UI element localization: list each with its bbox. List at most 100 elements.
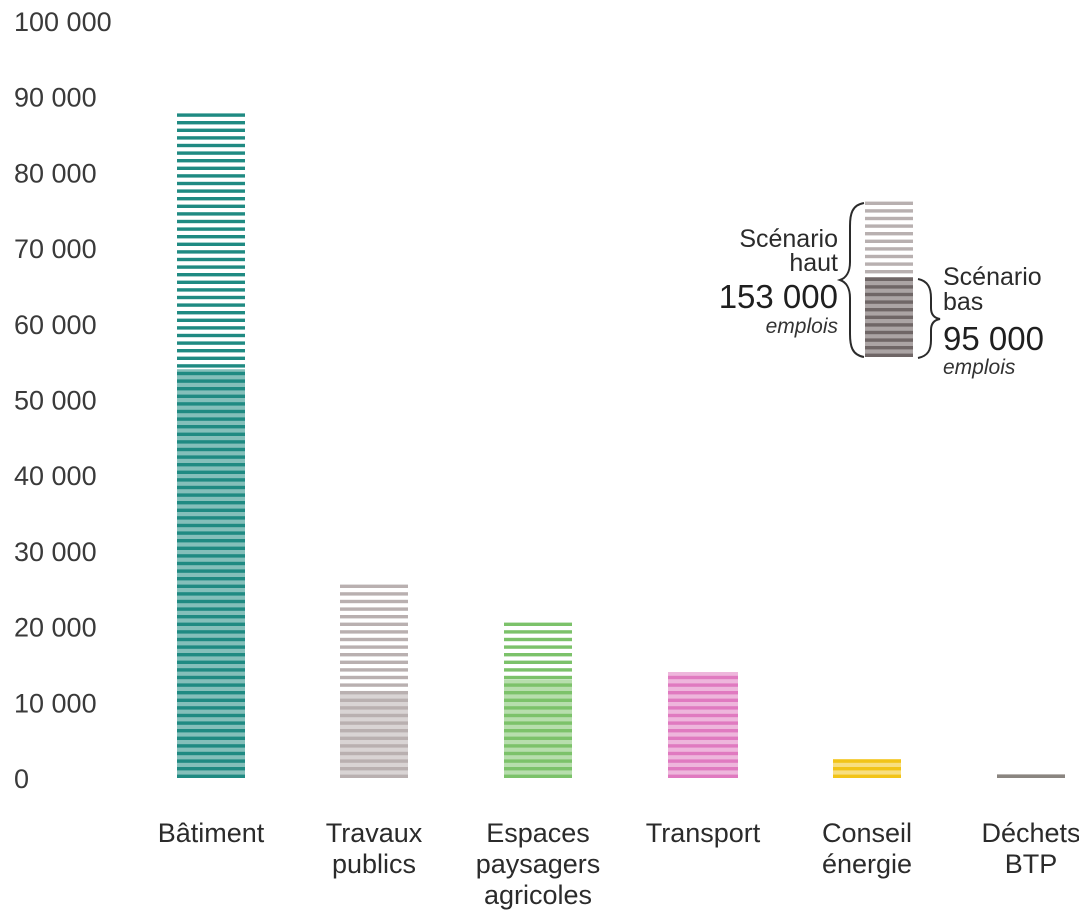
bar-stripe: [177, 531, 245, 535]
legend-swatch-stripe: [865, 330, 913, 335]
bar-stripe: [504, 759, 572, 763]
bar-stripe: [340, 729, 408, 733]
bar-stripe: [177, 151, 245, 155]
legend-swatch-stripe: [865, 254, 913, 259]
bar-stripe: [177, 394, 245, 398]
bar-stripe: [177, 265, 245, 269]
bar-stripe: [504, 706, 572, 710]
bar-stripe: [668, 736, 738, 740]
y-tick-label: 40 000: [14, 461, 97, 491]
bar-stripe: [177, 577, 245, 581]
bar-stripe: [340, 736, 408, 740]
bar-stripe: [997, 774, 1065, 778]
bar-stripe: [177, 493, 245, 497]
bar-stripe: [177, 683, 245, 687]
bar-stripe: [504, 767, 572, 771]
bar-low-scenario: [177, 369, 245, 778]
bar-stripe: [668, 729, 738, 733]
bar-stripe: [340, 637, 408, 642]
bar-stripe: [668, 774, 738, 778]
bar-stripe: [504, 645, 572, 649]
x-category-label: Travaux: [326, 818, 423, 848]
bar-stripe: [177, 706, 245, 710]
bar-stripe: [177, 311, 245, 315]
legend-swatch-stripe: [865, 277, 913, 281]
bar-stripe: [504, 751, 572, 756]
bar-stripe: [177, 721, 245, 725]
bar-stripe: [177, 478, 245, 482]
bar-stripe: [833, 774, 901, 778]
bar-stripe: [504, 668, 572, 672]
bars: [177, 113, 1065, 778]
bar-stripe: [177, 326, 245, 330]
y-tick-label: 70 000: [14, 234, 97, 264]
bar-stripe: [340, 607, 408, 611]
bar-group: [833, 759, 901, 778]
legend-swatch-stripe: [865, 292, 913, 297]
bar-stripe: [668, 675, 738, 680]
bar-stripe: [504, 637, 572, 642]
bar-stripe: [177, 470, 245, 474]
bar-stripe: [833, 759, 901, 763]
x-category-label: agricoles: [484, 880, 592, 910]
legend-swatch-stripe: [865, 232, 913, 236]
legend-swatch-stripe: [865, 201, 913, 205]
bar-stripe: [177, 592, 245, 596]
bar-stripe: [177, 653, 245, 657]
bar-stripe: [177, 181, 245, 186]
bar-stripe: [177, 204, 245, 208]
bar-stripe: [340, 751, 408, 756]
bar-stripe: [177, 675, 245, 680]
legend-swatch-stripe: [865, 285, 913, 289]
bar-stripe: [177, 121, 245, 125]
bar-stripe: [340, 660, 408, 664]
bar-stripe: [340, 713, 408, 718]
bar-stripe: [177, 432, 245, 436]
bar-stripe: [340, 668, 408, 672]
y-tick-label: 30 000: [14, 537, 97, 567]
bar-stripe: [177, 250, 245, 254]
bar-stripe: [504, 744, 572, 748]
bar-stripe: [504, 683, 572, 687]
bar-stripe: [340, 706, 408, 710]
bar-stripe: [177, 622, 245, 626]
bar-stripe: [177, 143, 245, 148]
bar-stripe: [177, 113, 245, 117]
bar-stripe: [177, 463, 245, 467]
legend-low-label-line1: Scénario: [943, 263, 1042, 291]
x-category-label: publics: [332, 849, 416, 879]
bar-stripe: [668, 713, 738, 718]
bar-stripe: [177, 736, 245, 740]
x-category-label: paysagers: [476, 849, 601, 879]
bar-stripe: [177, 242, 245, 246]
bar-stripe: [177, 387, 245, 391]
bar-stripe: [177, 295, 245, 300]
y-tick-label: 90 000: [14, 83, 97, 113]
bar-stripe: [504, 729, 572, 733]
bar-stripe: [340, 774, 408, 778]
bar-stripe: [668, 706, 738, 710]
bar-stripe: [177, 189, 245, 193]
bar-stripe: [340, 622, 408, 626]
bar-stripe: [177, 227, 245, 231]
bar-stripe: [177, 197, 245, 201]
bar-stripe: [177, 288, 245, 292]
legend-swatch-stripe: [865, 239, 913, 243]
bar-stripe: [177, 561, 245, 566]
bar-stripe: [504, 653, 572, 657]
legend-swatch-stripe: [865, 346, 913, 350]
bar-stripe: [177, 767, 245, 771]
bar-stripe: [177, 219, 245, 224]
bar-stripe: [177, 615, 245, 619]
bar-stripe: [668, 767, 738, 771]
y-tick-label: 50 000: [14, 386, 97, 416]
bar-stripe: [504, 721, 572, 725]
bar-stripe: [177, 371, 245, 376]
bar-stripe: [177, 318, 245, 322]
bar-stripe: [340, 675, 408, 680]
y-tick-label: 20 000: [14, 613, 97, 643]
bar-stripe: [177, 660, 245, 664]
bar-stripe: [177, 759, 245, 763]
x-category-label: énergie: [822, 849, 912, 879]
bar-stripe: [340, 767, 408, 771]
